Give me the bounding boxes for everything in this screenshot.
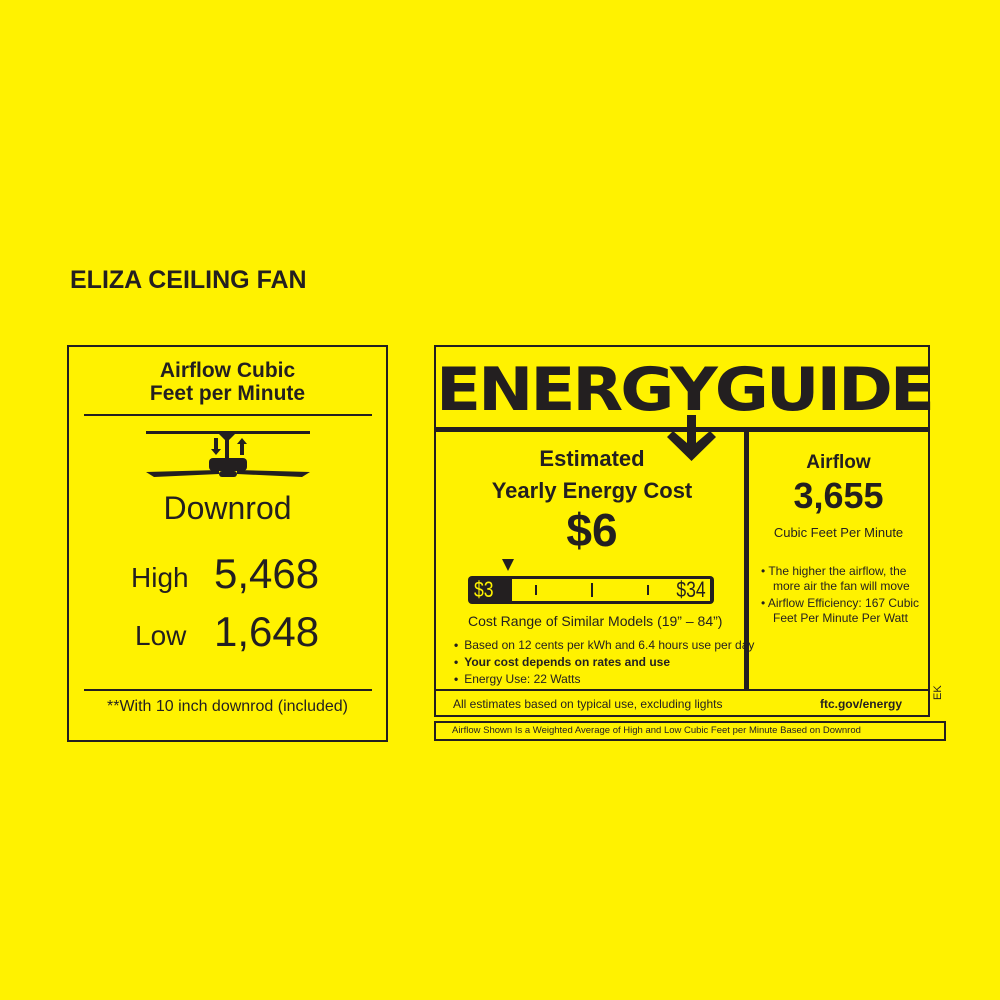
energy-guide-label: ENERGYGUIDE Estimated Yearly Energy Cost… [434,345,935,717]
range-min: $3 [474,577,494,602]
tick [591,583,593,597]
bullet: Based on 12 cents per kWh and 6.4 hours … [454,638,754,652]
downrod-footnote: **With 10 inch downrod (included) [106,698,348,715]
product-title: ELIZA CEILING FAN [70,266,307,294]
energyguide-logo: ENERGYGUIDE [436,354,935,425]
airflow-heading-line2: Feet per Minute [149,382,306,405]
high-label: High [131,562,189,593]
cost-range-bar: $3 $34 [468,576,714,604]
divider [84,689,372,691]
arrow-down-icon [667,415,716,461]
bullet-text: Airflow Efficiency: 167 Cubic Feet Per M… [767,596,920,625]
yearly-cost: $6 [566,504,618,556]
cost-range-label: Cost Range of Similar Models (19” – 84”) [468,613,723,629]
low-value: 1,648 [214,608,320,655]
cost-heading-line1: Estimated [539,446,645,471]
label-code: EK [932,685,944,700]
divider [84,414,372,416]
bullet: • The higher the airflow, the more air t… [761,564,910,593]
airflow-heading-line1: Airflow Cubic [159,359,296,382]
footer-divider [436,689,928,691]
low-label: Low [135,620,187,651]
high-value: 5,468 [214,550,320,597]
cost-range-track [512,579,710,601]
column-divider [744,432,749,690]
cost-bullets: Based on 12 cents per kWh and 6.4 hours … [454,638,754,689]
footer-note: All estimates based on typical use, excl… [453,697,723,711]
cost-marker-icon [502,559,514,571]
bullet-text: The higher the airflow, the more air the… [768,564,910,593]
cost-heading-line2: Yearly Energy Cost [491,478,693,503]
cost-heading: Estimated Yearly Energy Cost [476,443,708,507]
airflow-heading: Airflow Cubic Feet per Minute [69,359,386,405]
airflow-panel: Airflow Cubic Feet per Minute Downrod Hi… [67,345,388,742]
bullet: Energy Use: 22 Watts [454,672,754,686]
bullet: • Airflow Efficiency: 167 Cubic Feet Per… [761,596,920,625]
airflow-value: 3,655 [793,475,884,516]
ceiling-fan-downrod-icon [146,431,310,477]
airflow-note: Airflow Shown Is a Weighted Average of H… [434,721,946,741]
ftc-link[interactable]: ftc.gov/energy [819,697,902,711]
logo-divider [436,427,928,432]
tick [647,585,649,595]
airflow-bullets: • The higher the airflow, the more air t… [761,564,921,626]
airflow-label: Airflow [806,452,871,473]
range-max: $34 [676,577,706,602]
tick [535,585,537,595]
airflow-unit: Cubic Feet Per Minute [773,525,904,540]
bullet: Your cost depends on rates and use [454,655,754,669]
mount-type: Downrod [163,490,292,526]
